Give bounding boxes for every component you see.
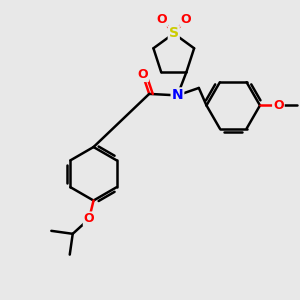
Text: O: O xyxy=(273,99,284,112)
Text: N: N xyxy=(172,88,183,102)
Text: O: O xyxy=(137,68,148,81)
Text: O: O xyxy=(180,13,191,26)
Text: O: O xyxy=(157,13,167,26)
Text: S: S xyxy=(169,26,179,40)
Text: O: O xyxy=(84,212,94,226)
